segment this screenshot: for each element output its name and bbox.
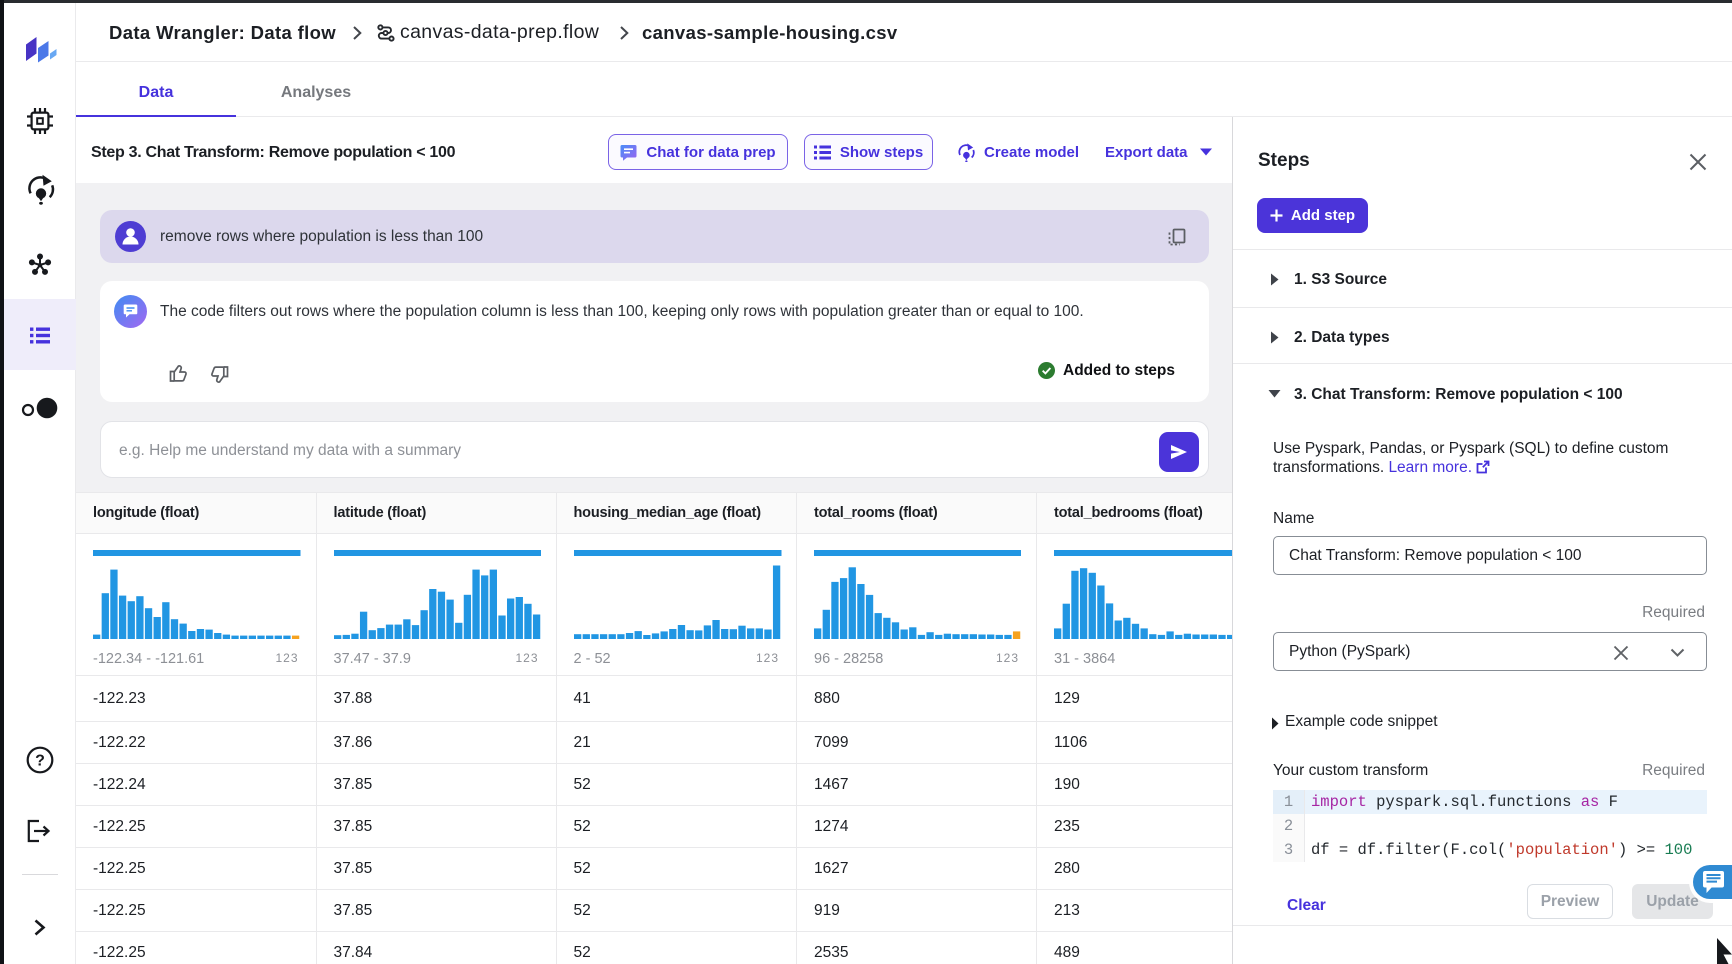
- svg-text:?: ?: [35, 753, 45, 770]
